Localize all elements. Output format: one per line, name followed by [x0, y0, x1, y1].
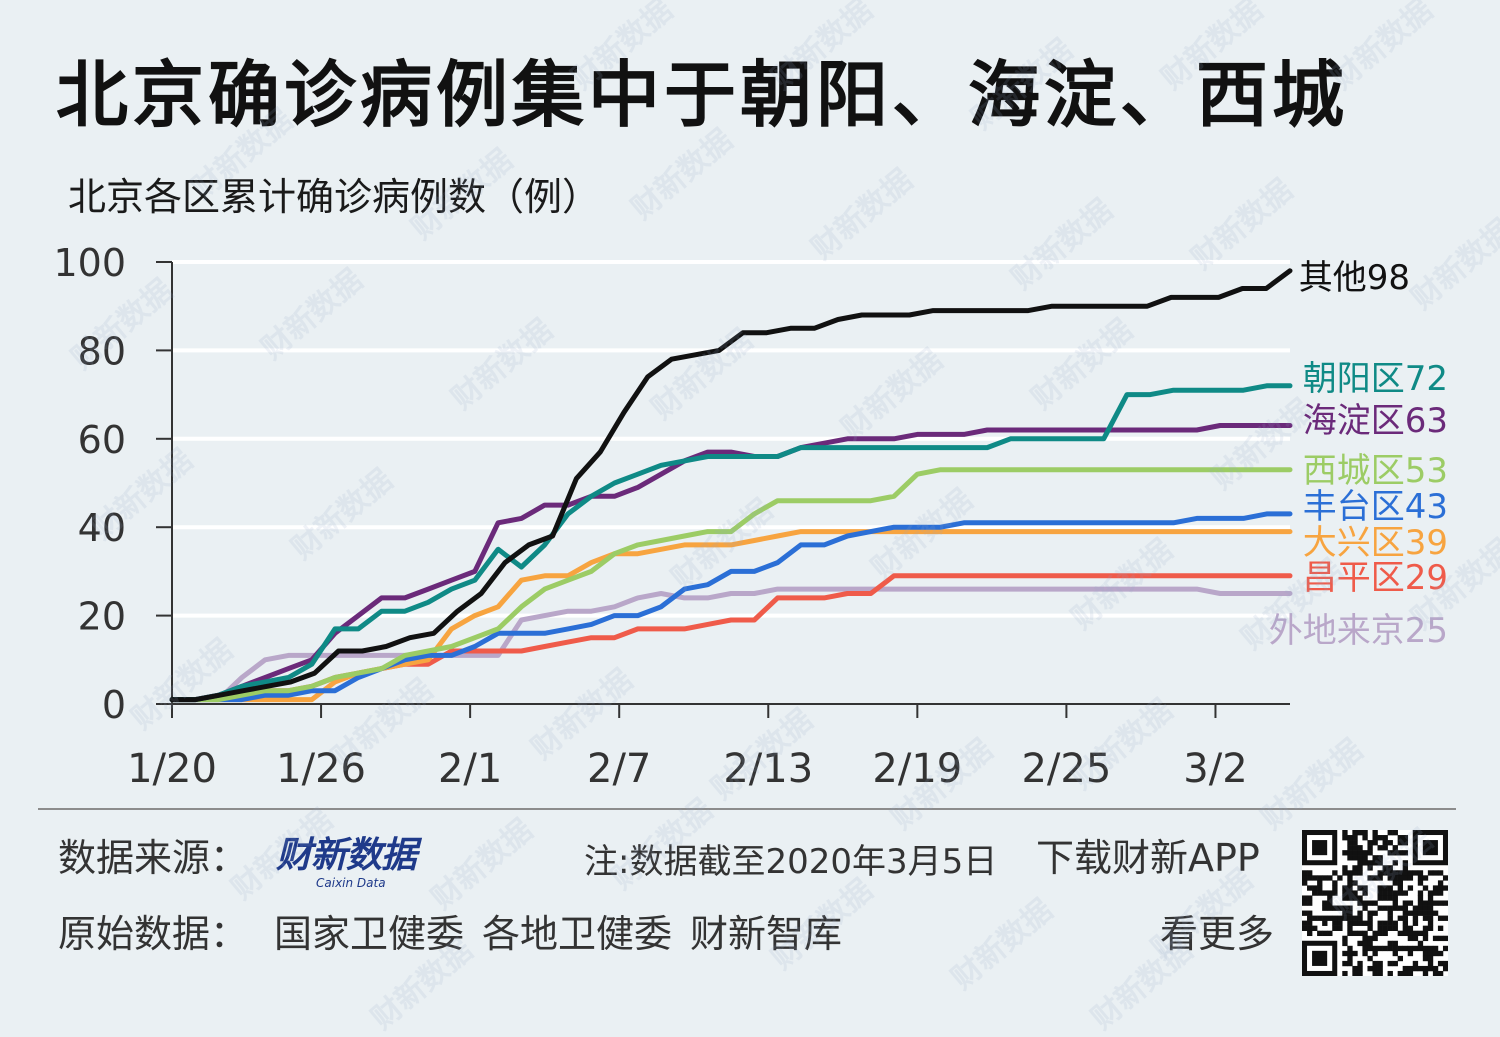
y-tick-label: 100: [53, 241, 126, 285]
series-end-label: 丰台区43: [1303, 487, 1448, 527]
series-end-label: 西城区53: [1303, 451, 1448, 491]
x-tick-label: 2/13: [723, 746, 813, 792]
footer-divider: [38, 808, 1456, 810]
logo-text: 财新数据: [276, 835, 417, 876]
download-app-link[interactable]: 下载财新APP: [1036, 836, 1260, 880]
y-tick-label: 40: [78, 506, 126, 550]
line-chart: 0 20 40 60 80 100 1/20 1/26 2/1 2/7 2/13 2/19 2/25 3/…: [53, 241, 1448, 792]
x-tick-label: 2/19: [872, 746, 962, 792]
raw-source-local: 各地卫健委: [482, 912, 673, 956]
watermark-text: 财新数据: [945, 892, 1060, 997]
chart-series: [169, 268, 1293, 703]
data-note: 注:数据截至2020年3月5日: [584, 842, 998, 882]
see-more-link[interactable]: 看更多: [1160, 912, 1275, 956]
x-tick-label: 1/26: [276, 746, 366, 792]
series-end-label: 大兴区39: [1303, 523, 1448, 563]
raw-source-caixin: 财新智库: [690, 912, 843, 956]
watermark-text: 财新数据: [425, 812, 540, 917]
series-end-label: 昌平区29: [1303, 558, 1448, 598]
series-line: [169, 423, 1293, 703]
chart-axes: 0 20 40 60 80 100 1/20 1/26 2/1 2/7 2/13 2/19 2/25 3/…: [53, 241, 1290, 792]
y-tick-label: 20: [78, 595, 126, 639]
x-tick-label: 2/7: [587, 746, 651, 792]
x-tick-label: 2/1: [438, 746, 502, 792]
x-tick-label: 1/20: [127, 746, 217, 792]
y-tick-label: 80: [78, 329, 126, 373]
series-line: [169, 383, 1293, 703]
logo-subtext: Caixin Data: [316, 876, 386, 890]
series-end-label: 海淀区63: [1303, 401, 1448, 441]
x-tick-label: 2/25: [1021, 746, 1111, 792]
y-tick-label: 60: [78, 418, 126, 462]
series-line: [169, 586, 1293, 703]
x-tick-label: 3/2: [1183, 746, 1247, 792]
series-end-label: 朝阳区72: [1303, 359, 1448, 399]
series-line: [169, 268, 1293, 703]
qr-code[interactable]: [1302, 830, 1449, 977]
source-label: 数据来源：: [58, 836, 249, 880]
qr-code-icon: [1302, 830, 1449, 977]
chart-grid: [172, 260, 1290, 618]
chart-subtitle: 北京各区累计确诊病例数（例）: [68, 175, 601, 219]
raw-source-nhc: 国家卫健委: [274, 912, 465, 956]
raw-data-label: 原始数据：: [58, 912, 249, 956]
series-line: [169, 511, 1293, 703]
raw-data-sources: 原始数据： 国家卫健委 各地卫健委 财新智库: [58, 912, 860, 956]
y-tick-label: 0: [102, 683, 126, 727]
series-line: [169, 467, 1293, 703]
caixin-data-logo[interactable]: 财新数据 Caixin Data: [276, 835, 426, 891]
page-title: 北京确诊病例集中于朝阳、海淀、西城: [56, 53, 1349, 137]
series-end-label: 外地来京25: [1269, 611, 1448, 651]
series-end-label: 其他98: [1299, 258, 1410, 298]
